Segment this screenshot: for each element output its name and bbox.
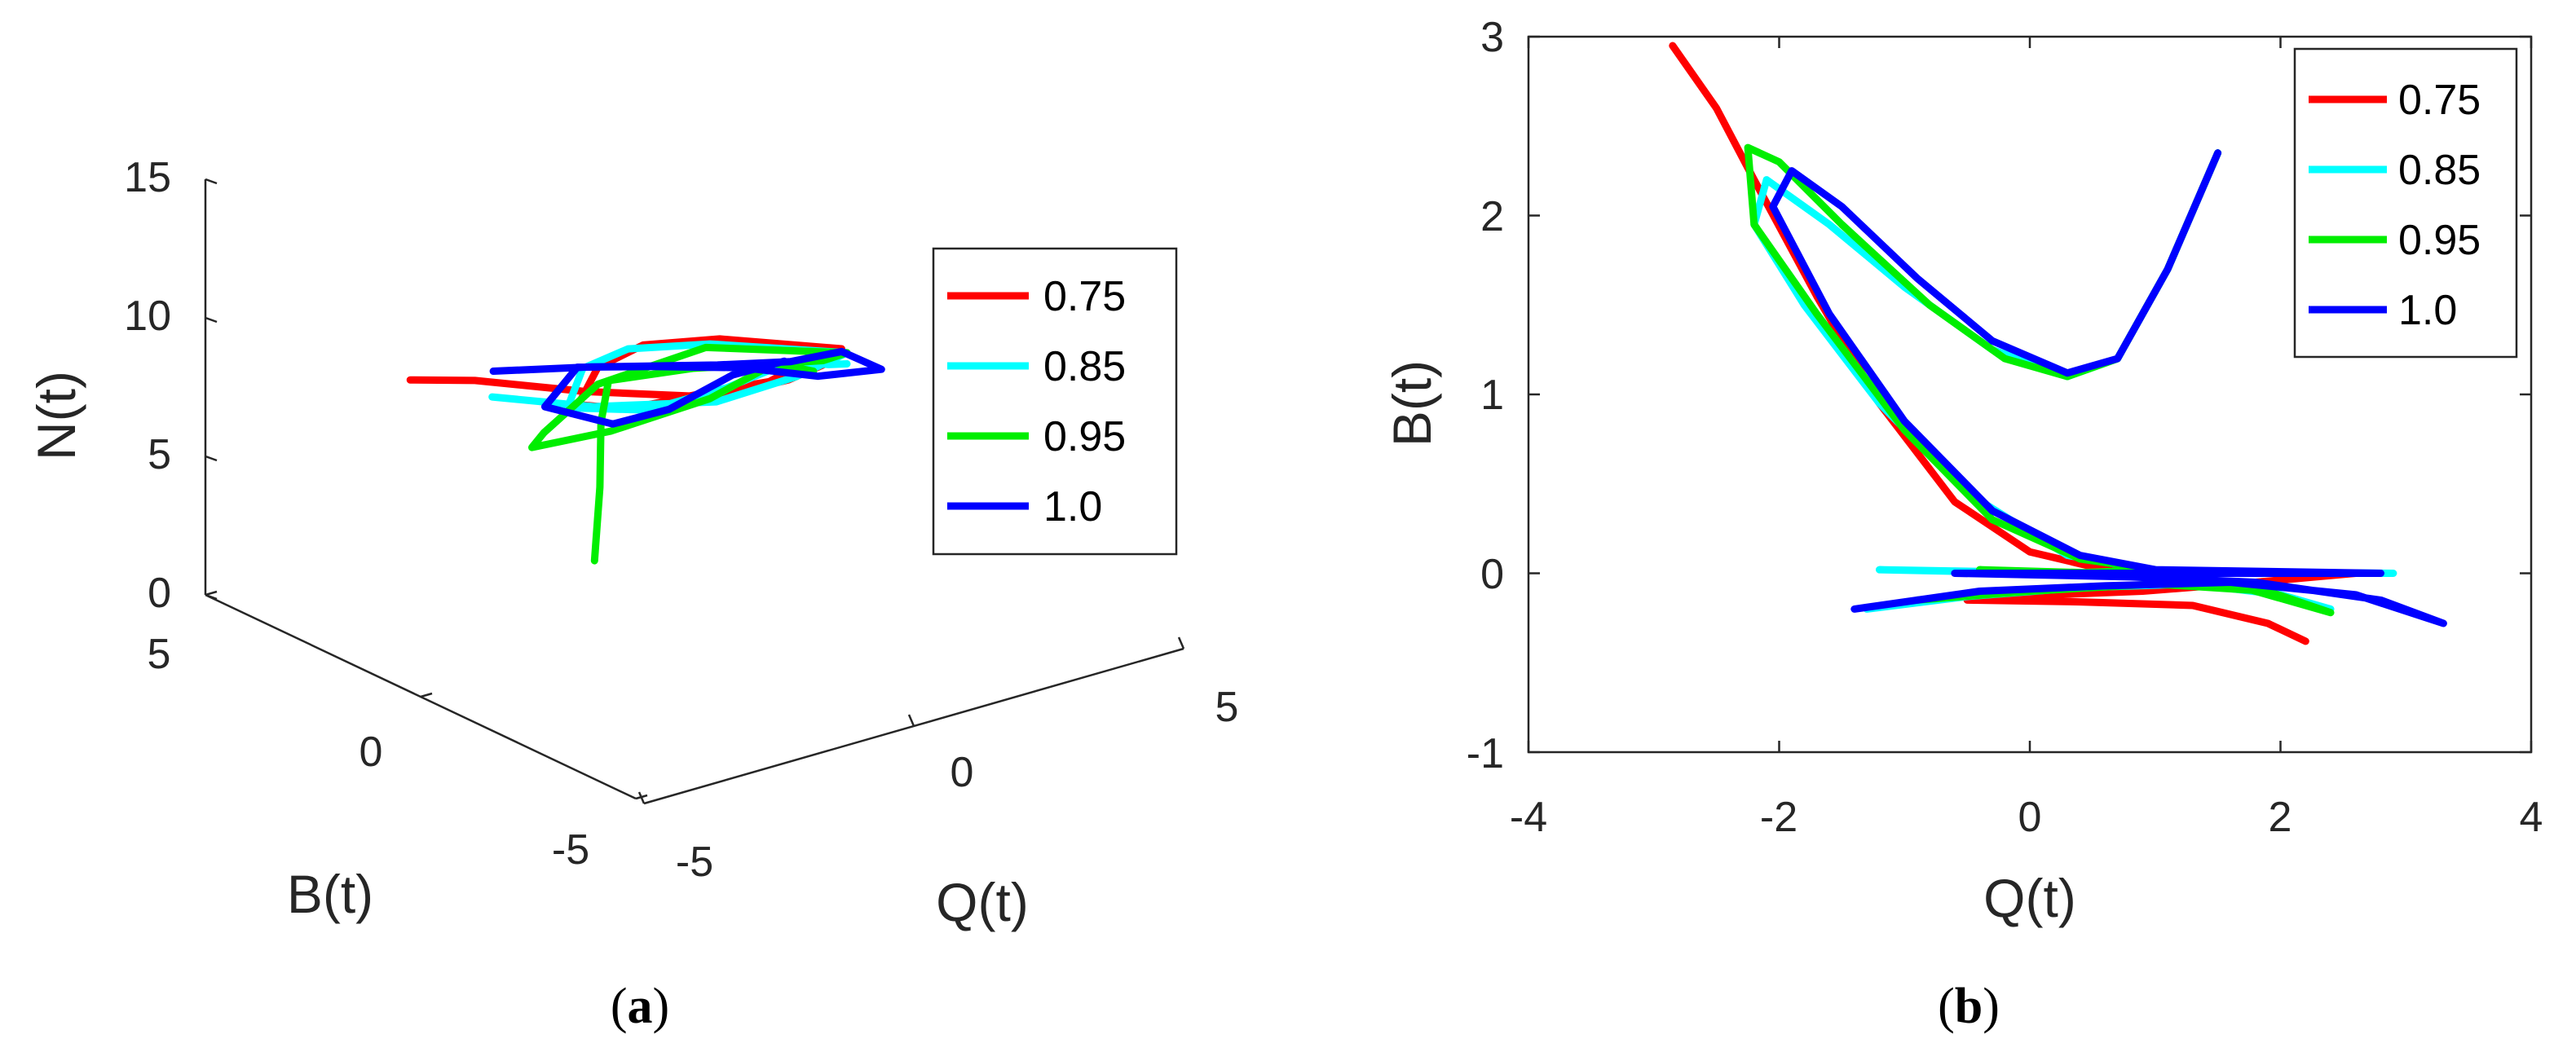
b-x-tick-2: 2 [2269, 794, 2292, 841]
b-x-tick-minus2: -2 [1760, 794, 1797, 841]
panel-b-series [1669, 42, 2447, 645]
a-xlabel: Q(t) [936, 872, 1029, 932]
a-caption-letter: a [628, 979, 653, 1034]
b-y-tick-3: 3 [1480, 14, 1504, 61]
panel-a-axes [204, 178, 1185, 805]
b-y-tick-minus1: -1 [1467, 730, 1504, 777]
b-y-tick-2: 2 [1480, 193, 1504, 240]
a-x-tick-minus5: -5 [676, 839, 713, 886]
a-legend-label-1.0: 1.0 [1043, 483, 1102, 530]
b-series-1.0 [1769, 149, 2447, 627]
panel-a-tick-labels: 0 5 10 15 5 0 -5 -5 0 5 [124, 154, 1238, 886]
panel-a-series [406, 335, 885, 565]
panel-b-legend: 0.75 0.85 0.95 1.0 [2293, 47, 2518, 359]
panel-b-tick-labels: -1 0 1 2 3 -4 -2 0 2 4 [1467, 14, 2543, 841]
b-y-tick-0: 0 [1480, 551, 1504, 598]
a-z-tick-15: 15 [124, 154, 171, 201]
b-legend-label-0.75: 0.75 [2398, 77, 2481, 124]
b-y-tick-1: 1 [1480, 372, 1504, 419]
a-caption: (a) [611, 979, 669, 1034]
b-xlabel: Q(t) [1983, 868, 2076, 928]
a-legend-label-0.75: 0.75 [1043, 273, 1126, 320]
a-y-tickmark-0 [205, 590, 218, 597]
panel-b-2d-plot: -1 0 1 2 3 -4 -2 0 2 4 B(t) Q(t) 0.75 0.8… [1382, 14, 2543, 1034]
a-x-tick-5: 5 [1215, 684, 1239, 731]
a-legend-label-0.85: 0.85 [1043, 343, 1126, 390]
panel-a-3d-plot: 0 5 10 15 5 0 -5 -5 0 5 N(t) B(t) Q(t) 0… [26, 154, 1238, 1034]
a-x-tickmark-1 [907, 714, 915, 727]
b-x-tick-0: 0 [2018, 794, 2042, 841]
a-y-tick-5: 5 [148, 631, 171, 678]
a-x-tickmark-2 [1177, 636, 1185, 649]
a-z-tickmark-0 [205, 593, 218, 601]
b-x-tick-4: 4 [2520, 794, 2543, 841]
a-x-tickmark-0 [637, 791, 646, 804]
b-x-tick-minus4: -4 [1510, 794, 1547, 841]
a-z-tick-5: 5 [148, 431, 171, 478]
panel-a-legend: 0.75 0.85 0.95 1.0 [932, 247, 1178, 556]
a-x-tick-0: 0 [951, 749, 974, 796]
a-z-tick-10: 10 [124, 293, 171, 340]
b-legend-label-1.0: 1.0 [2398, 287, 2457, 334]
a-ylabel: B(t) [287, 864, 373, 924]
a-z-tickmark-2 [205, 316, 218, 324]
b-legend-label-0.95: 0.95 [2398, 217, 2481, 264]
b-series-0.95 [1744, 143, 2335, 617]
a-zlabel: N(t) [26, 371, 86, 460]
a-series-1.0 [489, 347, 885, 428]
a-z-tick-0: 0 [148, 570, 171, 617]
a-z-tickmark-1 [205, 455, 218, 462]
a-z-tickmark-3 [205, 178, 218, 185]
a-legend-label-0.95: 0.95 [1043, 413, 1126, 460]
b-tick-marks [1527, 35, 2533, 754]
a-y-tick-0: 0 [359, 729, 383, 776]
b-caption: (b) [1938, 979, 2000, 1034]
a-y-tickmark-1 [420, 692, 433, 698]
b-caption-letter: b [1955, 979, 1983, 1034]
b-legend-label-0.85: 0.85 [2398, 147, 2481, 194]
b-ylabel: B(t) [1382, 360, 1442, 447]
a-y-tick-minus5: -5 [552, 826, 589, 874]
